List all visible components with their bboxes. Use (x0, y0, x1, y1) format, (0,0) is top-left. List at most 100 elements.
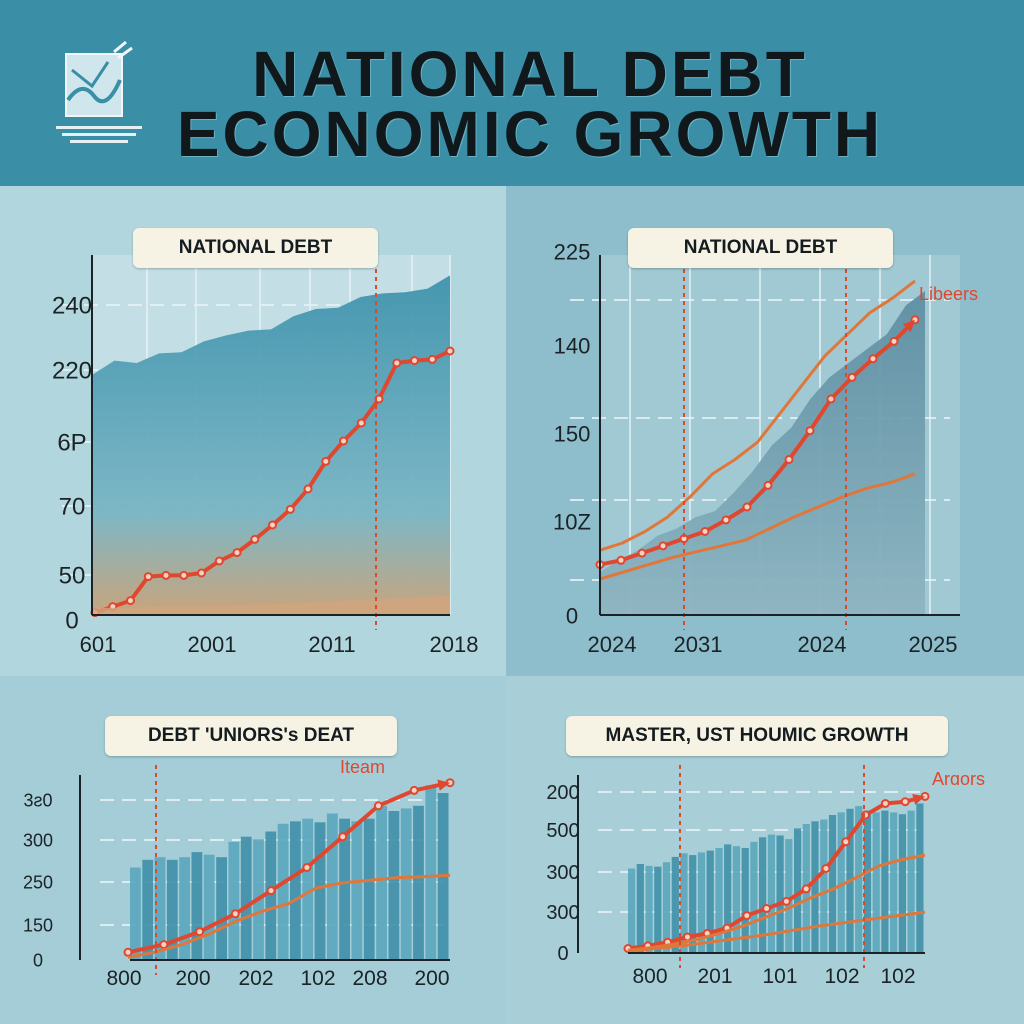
point-2 (126, 596, 135, 606)
annotation-label-0: Libeers (919, 284, 978, 304)
bar-30 (890, 812, 898, 953)
y-tick-label-2: 300 (546, 862, 579, 884)
chart-svg-1: 0 50 70 6P 220 240 601 2001 2011 2018 (52, 245, 478, 657)
point-6 (338, 832, 348, 842)
y-tick-label-2: 70 (59, 493, 86, 520)
chart-panel-national-debt-left: 0 50 70 6P 220 240 601 2001 2011 2018 NATIONAL DE… (0, 186, 506, 676)
point-4 (266, 886, 276, 896)
bar-33 (916, 803, 924, 953)
y-tick-label-1: 10Z (553, 510, 591, 535)
point-1 (159, 940, 169, 950)
point-11 (285, 504, 295, 514)
bar-21 (388, 811, 400, 960)
bar-8 (697, 852, 706, 953)
point-10 (805, 426, 815, 436)
x-tick-label-3: 102 (824, 965, 859, 988)
point-3 (658, 541, 668, 551)
x-tick-label-2: 101 (762, 965, 797, 988)
point-1 (616, 555, 626, 565)
annotation-label-0: Arɑors (932, 769, 985, 789)
y-tick-label-5: 240 (52, 292, 92, 319)
x-tick-label-0: 2024 (588, 632, 637, 657)
y-tick-label-1: 150 (23, 915, 53, 935)
bar-31 (898, 814, 906, 953)
y-tick-label-0: 0 (65, 607, 78, 634)
bar-20 (376, 805, 387, 960)
chart-panel-debt-bars: 0 150 250 300 3ƨ0 800 200 202 102 208 200 Iteam DEB… (0, 676, 506, 1024)
y-tick-label-3: 300 (23, 830, 53, 850)
point-14 (339, 436, 348, 446)
x-tick-label-3: 2025 (909, 632, 958, 657)
chart-title-4: MASTER, UST HOUMIC GROWTH (566, 716, 948, 756)
bar-13 (741, 848, 749, 953)
chart-svg-2: 0 10Z 150 140 225 2024 2031 2024 2025 Libeers (553, 240, 978, 657)
x-tick-label-4: 208 (352, 967, 387, 990)
bar-1 (142, 859, 154, 960)
bar-2 (645, 865, 653, 953)
point-5 (700, 527, 710, 536)
point-19 (427, 354, 437, 364)
bar-18 (351, 821, 363, 961)
band-series (92, 595, 450, 615)
bar-10 (715, 848, 723, 953)
bar-7 (216, 857, 227, 960)
bar-15 (314, 822, 326, 960)
point-7 (762, 904, 772, 913)
chart-title-1: NATIONAL DEBT (133, 228, 378, 268)
point-3 (230, 909, 240, 919)
line-series-2 (627, 853, 926, 952)
header-banner: NATIONAL DEBT ECONOMIC GROWTH (0, 0, 1024, 186)
x-tick-label-2: 2011 (308, 632, 355, 657)
point-15 (356, 418, 366, 428)
point-7 (742, 502, 752, 512)
bar-2 (154, 857, 166, 960)
bar-17 (776, 835, 784, 953)
page-title: NATIONAL DEBT ECONOMIC GROWTH (160, 42, 900, 166)
bar-0 (628, 868, 636, 953)
y-tick-label-4: 220 (52, 357, 92, 384)
x-tick-label-1: 2001 (188, 632, 237, 657)
annotation-label-0: Iteam (340, 757, 385, 777)
point-5 (179, 570, 189, 580)
y-tick-label-0: 0 (33, 950, 43, 970)
x-tick-label-2: 202 (238, 967, 273, 990)
area-series (600, 291, 925, 615)
point-10 (821, 864, 831, 873)
point-20 (445, 346, 455, 356)
y-tick-label-3: 500 (546, 820, 579, 842)
point-9 (801, 884, 811, 894)
line-series-2 (127, 873, 451, 959)
point-18 (410, 356, 419, 366)
point-13 (321, 456, 331, 466)
bar-9 (240, 836, 252, 960)
y-tick-label-2: 150 (554, 422, 591, 447)
point-5 (302, 863, 312, 872)
x-tick-label-1: 2031 (674, 632, 723, 657)
y-tick-label-3: 140 (554, 334, 591, 359)
point-7 (373, 801, 383, 811)
y-tick-label-1: 300 (546, 902, 579, 924)
chart-svg-4: 0 300 300 500 200 800 201 101 102 102 Arɑors (546, 765, 985, 988)
bar-6 (203, 854, 215, 960)
bar-12 (732, 846, 740, 953)
y-tick-label-4: 3ƨ0 (23, 790, 52, 810)
y-tick-label-4: 200 (546, 782, 579, 804)
line-series-2 (599, 279, 916, 552)
bar-15 (759, 837, 767, 953)
x-tick-label-3: 102 (300, 967, 335, 990)
bar-1 (636, 864, 644, 953)
bar-6 (680, 853, 688, 953)
bar-19 (794, 828, 802, 953)
bar-3 (654, 866, 662, 953)
x-tick-label-5: 200 (414, 967, 449, 990)
bar-11 (265, 831, 277, 960)
bar-17 (339, 818, 350, 960)
bar-14 (750, 841, 758, 954)
point-13 (868, 354, 878, 364)
point-0 (123, 947, 133, 957)
point-12 (847, 372, 857, 382)
point-11 (826, 394, 836, 404)
point-14 (889, 336, 899, 346)
point-13 (880, 799, 890, 808)
point-8 (232, 548, 242, 558)
